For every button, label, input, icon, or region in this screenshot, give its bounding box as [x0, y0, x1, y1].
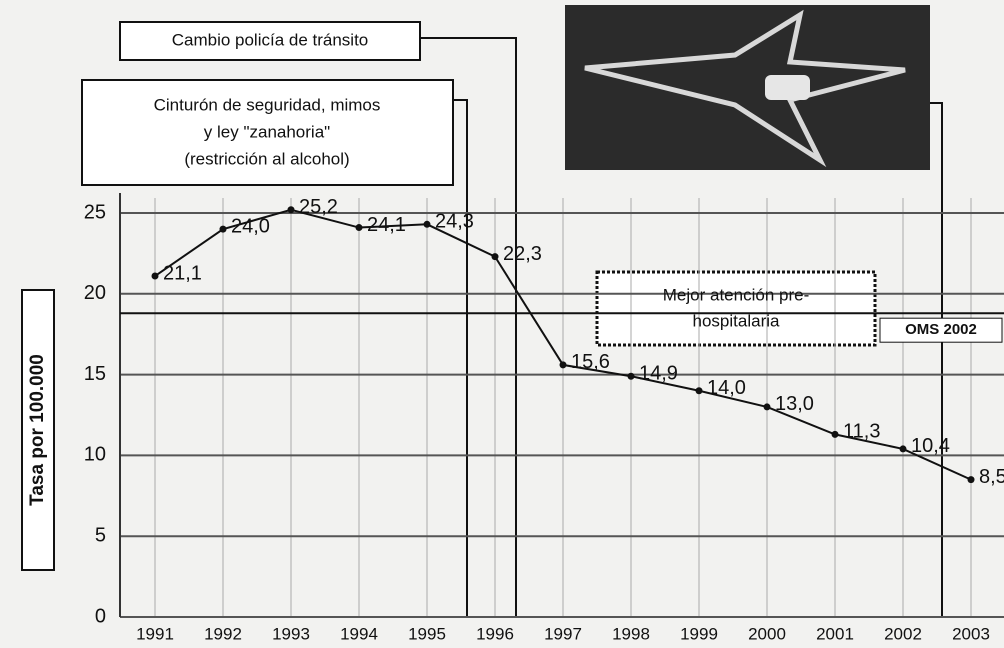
annotation-box: [595, 270, 877, 347]
data-label: 13,0: [775, 393, 814, 415]
data-point: [763, 403, 771, 411]
annotation-box: [81, 79, 454, 186]
data-point: [967, 476, 975, 484]
y-tick-label: 15: [84, 363, 106, 385]
annotation-text: (restricción al alcohol): [184, 149, 349, 168]
x-tick-label: 1993: [272, 624, 310, 643]
data-point: [559, 361, 567, 369]
y-axis-label: Tasa por 100.000: [27, 354, 48, 506]
y-label-box: [21, 289, 55, 571]
reference-label-box: [879, 317, 1003, 343]
photo: [565, 5, 930, 170]
data-point: [627, 372, 635, 380]
data-label: 15,6: [571, 351, 610, 373]
x-tick-label: 1991: [136, 624, 174, 643]
x-tick-label: 1992: [204, 624, 242, 643]
x-tick-label: 1998: [612, 624, 650, 643]
data-point: [899, 445, 907, 453]
data-label: 22,3: [503, 243, 542, 265]
data-point: [355, 224, 363, 232]
reference-label: OMS 2002: [905, 321, 977, 338]
annotation-text: Cambio policía de tránsito: [172, 30, 369, 49]
data-label: 25,2: [299, 196, 338, 218]
y-tick-label: 5: [95, 524, 106, 546]
x-tick-label: 1995: [408, 624, 446, 643]
y-tick-label: 20: [84, 282, 106, 304]
y-tick-label: 0: [95, 605, 106, 627]
data-point: [831, 430, 839, 438]
data-point: [219, 225, 227, 233]
data-point: [695, 387, 703, 395]
data-point: [423, 220, 431, 228]
data-point: [491, 253, 499, 261]
data-label: 8,5: [979, 466, 1004, 488]
x-tick-label: 2002: [884, 624, 922, 643]
data-label: 21,1: [163, 262, 202, 284]
y-tick-label: 10: [84, 444, 106, 466]
y-tick-label: 25: [84, 201, 106, 223]
data-label: 14,9: [639, 362, 678, 384]
annotation-text: hospitalaria: [693, 311, 780, 330]
x-tick-label: 2003: [952, 624, 990, 643]
x-tick-label: 1994: [340, 624, 378, 643]
x-tick-label: 1996: [476, 624, 514, 643]
annotation-text: Mejor atención pre-: [663, 285, 809, 304]
data-label: 24,1: [367, 214, 406, 236]
data-label: 24,0: [231, 215, 270, 237]
data-label: 10,4: [911, 435, 950, 457]
x-tick-label: 1999: [680, 624, 718, 643]
data-label: 24,3: [435, 211, 474, 233]
data-point: [287, 206, 295, 214]
x-tick-label: 1997: [544, 624, 582, 643]
data-label: 11,3: [843, 421, 880, 443]
annotation-box: [119, 21, 421, 61]
data-point: [151, 272, 159, 280]
annotation-text: Cinturón de seguridad, mimos: [154, 95, 381, 114]
connector-lines: [420, 37, 943, 617]
data-label: 14,0: [707, 377, 746, 399]
x-tick-label: 2000: [748, 624, 786, 643]
annotation-text: y ley "zanahoria": [204, 122, 330, 141]
x-tick-label: 2001: [816, 624, 854, 643]
